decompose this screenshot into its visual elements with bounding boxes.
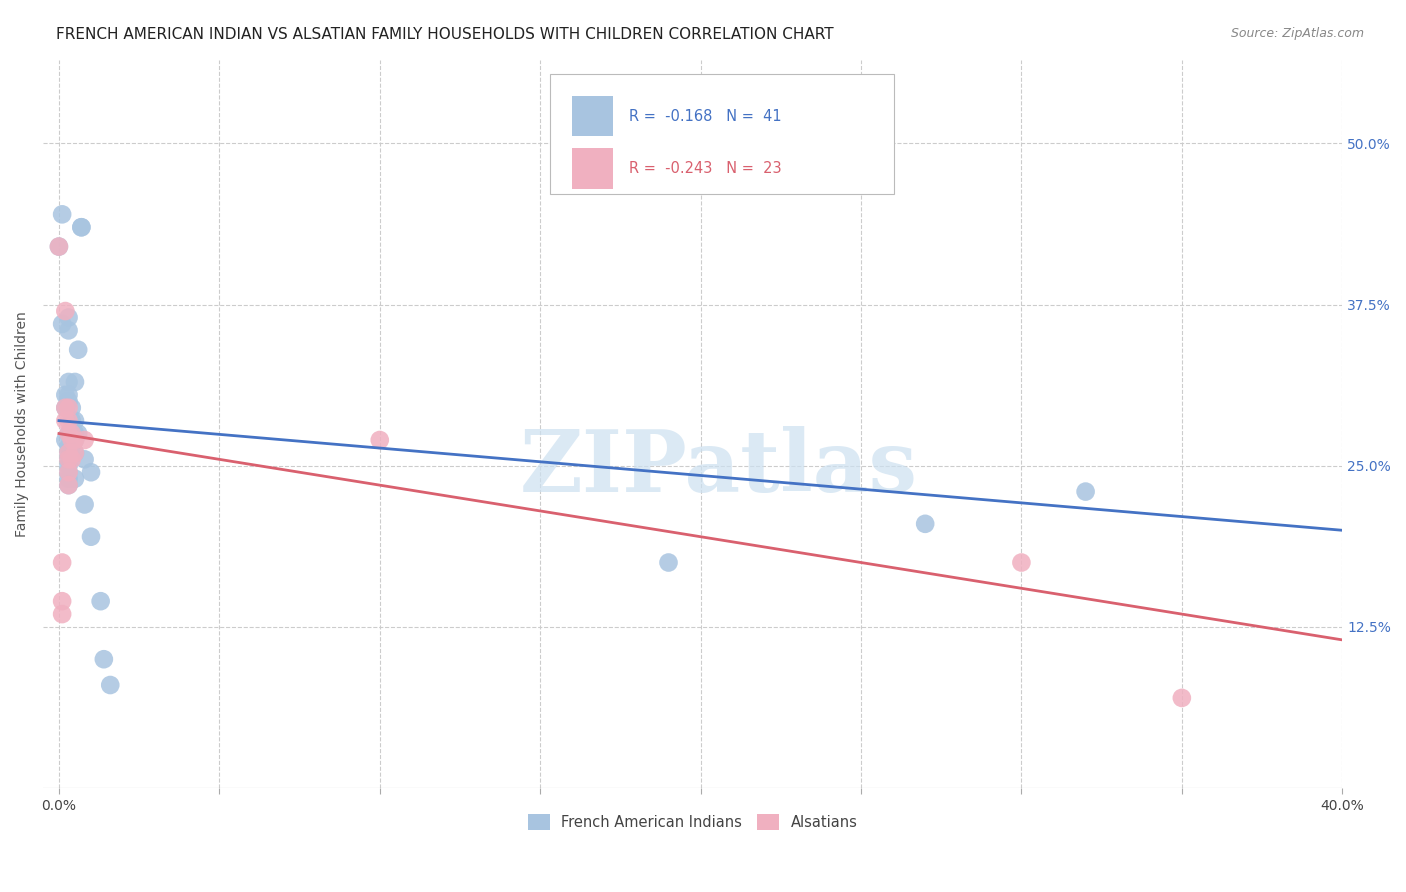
Point [51, 317, 73, 331]
Point [67, 426, 90, 441]
Point [70, 220, 93, 235]
Point [58, 426, 80, 441]
Point [63, 414, 86, 428]
Point [58, 388, 80, 402]
Point [51, 556, 73, 570]
Point [58, 401, 80, 415]
Point [60, 440, 83, 454]
Point [53, 304, 76, 318]
Point [60, 452, 83, 467]
Point [368, 433, 391, 447]
Point [63, 472, 86, 486]
Point [98, 678, 121, 692]
Point [63, 446, 86, 460]
Point [80, 530, 103, 544]
Point [60, 433, 83, 447]
Point [60, 426, 83, 441]
Point [58, 426, 80, 441]
Text: R =  -0.168   N =  41: R = -0.168 N = 41 [628, 109, 782, 124]
FancyBboxPatch shape [572, 148, 613, 188]
Point [67, 343, 90, 357]
Point [53, 433, 76, 447]
Point [63, 426, 86, 441]
Point [53, 401, 76, 415]
Point [70, 220, 93, 235]
FancyBboxPatch shape [572, 96, 613, 136]
Point [48, 239, 70, 253]
Point [58, 465, 80, 479]
Point [73, 433, 96, 447]
Point [63, 433, 86, 447]
Point [63, 446, 86, 460]
Point [60, 426, 83, 441]
Point [1171, 690, 1194, 705]
Point [58, 452, 80, 467]
Point [914, 516, 936, 531]
FancyBboxPatch shape [550, 74, 894, 194]
Point [48, 239, 70, 253]
Text: R =  -0.243   N =  23: R = -0.243 N = 23 [628, 161, 782, 176]
Point [80, 465, 103, 479]
Text: FRENCH AMERICAN INDIAN VS ALSATIAN FAMILY HOUSEHOLDS WITH CHILDREN CORRELATION C: FRENCH AMERICAN INDIAN VS ALSATIAN FAMIL… [56, 27, 834, 42]
Point [58, 310, 80, 325]
Point [53, 388, 76, 402]
Legend: French American Indians, Alsatians: French American Indians, Alsatians [522, 808, 863, 836]
Point [58, 323, 80, 337]
Point [63, 375, 86, 389]
Point [51, 594, 73, 608]
Point [53, 414, 76, 428]
Point [58, 478, 80, 492]
Text: ZIPatlas: ZIPatlas [520, 425, 918, 509]
Point [1074, 484, 1097, 499]
Point [73, 498, 96, 512]
Point [51, 607, 73, 621]
Point [58, 414, 80, 428]
Point [58, 458, 80, 473]
Point [53, 401, 76, 415]
Point [58, 375, 80, 389]
Point [90, 594, 112, 608]
Text: Source: ZipAtlas.com: Source: ZipAtlas.com [1230, 27, 1364, 40]
Point [58, 440, 80, 454]
Point [58, 465, 80, 479]
Point [63, 433, 86, 447]
Point [58, 446, 80, 460]
Point [1010, 556, 1032, 570]
Point [58, 394, 80, 409]
Point [58, 446, 80, 460]
Point [58, 472, 80, 486]
Point [657, 556, 679, 570]
Point [58, 452, 80, 467]
Point [93, 652, 115, 666]
Y-axis label: Family Households with Children: Family Households with Children [15, 311, 30, 537]
Point [58, 478, 80, 492]
Point [51, 207, 73, 221]
Point [60, 433, 83, 447]
Point [60, 401, 83, 415]
Point [73, 452, 96, 467]
Point [60, 414, 83, 428]
